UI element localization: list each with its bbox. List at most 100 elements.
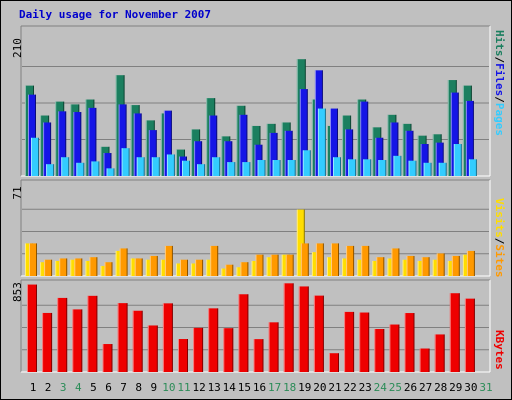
- requests-legend-separator: /: [493, 57, 506, 64]
- kbytes-legend: KBytes: [493, 330, 506, 370]
- pages-bar: [166, 154, 175, 176]
- files-bar: [88, 107, 97, 176]
- sites-bar: [119, 248, 128, 276]
- day-tick-label: 18: [283, 381, 296, 394]
- files-bar: [375, 137, 384, 176]
- pages-bar: [393, 155, 402, 176]
- kbytes-bar: [268, 322, 279, 372]
- files-bar: [148, 130, 157, 176]
- day-tick-label: 1: [30, 381, 37, 394]
- day-tick-label: 29: [449, 381, 462, 394]
- pages-bar: [348, 159, 357, 176]
- visitors-legend-separator: /: [493, 238, 506, 245]
- pages-bar: [242, 162, 251, 176]
- kbytes-bar: [27, 284, 37, 372]
- files-bar: [465, 100, 474, 176]
- sites-bar: [315, 243, 324, 276]
- sites-bar: [195, 259, 204, 276]
- kbytes-bar: [208, 308, 219, 372]
- sites-bar: [164, 245, 173, 276]
- pages-bar: [257, 160, 266, 176]
- pages-bar: [378, 160, 387, 176]
- kbytes-bar: [42, 312, 53, 372]
- day-tick-label: 21: [328, 381, 341, 394]
- kbytes-bar: [449, 293, 460, 372]
- sites-bar: [346, 245, 355, 276]
- kbytes-bar: [223, 328, 234, 372]
- pages-bar: [197, 164, 206, 176]
- pages-bar: [317, 108, 326, 176]
- day-tick-label: 10: [162, 381, 175, 394]
- files-bar: [420, 144, 429, 176]
- pages-bar: [227, 162, 236, 176]
- sites-bar: [255, 254, 264, 276]
- sites-bar: [240, 262, 249, 276]
- files-bar: [28, 94, 36, 176]
- sites-bar: [331, 243, 339, 276]
- requests-legend-item: Pages: [493, 103, 506, 136]
- sites-bar: [406, 255, 415, 276]
- kbytes-bar: [57, 297, 68, 372]
- files-bar: [73, 112, 82, 176]
- files-bar: [269, 132, 278, 176]
- day-tick-label: 3: [60, 381, 67, 394]
- kbytes-scale-label: 853: [11, 282, 24, 302]
- sites-bar: [44, 259, 53, 276]
- visitors-legend: Visits/Sites: [493, 198, 506, 278]
- files-bar: [405, 130, 414, 176]
- kbytes-bar: [298, 286, 309, 372]
- visitors-scale-label: 71: [11, 186, 24, 199]
- kbytes-legend-item: KBytes: [493, 330, 506, 370]
- requests-legend-separator: /: [493, 96, 506, 103]
- kbytes-bar: [313, 295, 324, 372]
- kbytes-bar: [434, 334, 445, 372]
- kbytes-bar: [162, 303, 173, 372]
- kbytes-bar: [117, 303, 128, 372]
- kbytes-bar: [238, 294, 249, 372]
- files-bar: [224, 141, 233, 176]
- files-bar: [103, 153, 112, 176]
- day-tick-label: 7: [120, 381, 127, 394]
- day-tick-label: 23: [359, 381, 372, 394]
- sites-bar: [104, 262, 113, 276]
- sites-bar: [225, 264, 234, 276]
- files-bar: [163, 110, 172, 176]
- sites-bar: [210, 245, 219, 276]
- pages-bar: [61, 157, 70, 176]
- sites-bar: [134, 258, 143, 276]
- kbytes-bar: [253, 339, 264, 372]
- sites-bar: [436, 253, 445, 276]
- requests-legend-item: Hits: [493, 30, 506, 57]
- files-bar: [43, 122, 52, 176]
- day-tick-label: 17: [268, 381, 281, 394]
- sites-bar: [180, 259, 188, 276]
- day-tick-label: 30: [464, 381, 477, 394]
- day-tick-label: 2: [45, 381, 52, 394]
- kbytes-bar: [344, 311, 355, 372]
- day-tick-label: 14: [223, 381, 237, 394]
- files-bar: [435, 142, 444, 176]
- kbytes-bar: [193, 327, 204, 372]
- pages-bar: [121, 148, 130, 176]
- pages-bar: [287, 160, 296, 176]
- kbytes-bar: [464, 298, 475, 372]
- pages-bar: [333, 157, 341, 176]
- kbytes-bar: [178, 339, 188, 372]
- files-bar: [390, 122, 399, 176]
- day-tick-label: 22: [343, 381, 356, 394]
- sites-bar: [59, 258, 68, 276]
- visits-bar: [296, 209, 305, 276]
- pages-bar: [363, 159, 372, 176]
- day-tick-label: 11: [177, 381, 190, 394]
- files-bar: [194, 141, 203, 176]
- kbytes-bar: [359, 312, 370, 372]
- kbytes-bar: [404, 313, 415, 372]
- sites-bar: [300, 243, 309, 276]
- day-tick-label: 27: [419, 381, 432, 394]
- files-bar: [209, 115, 218, 176]
- pages-bar: [408, 160, 417, 176]
- sites-bar: [361, 245, 370, 276]
- files-bar: [284, 130, 293, 176]
- kbytes-bar: [87, 295, 98, 372]
